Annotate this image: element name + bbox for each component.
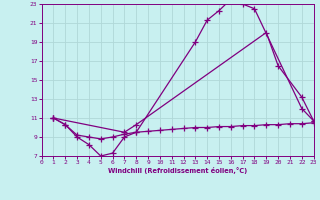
X-axis label: Windchill (Refroidissement éolien,°C): Windchill (Refroidissement éolien,°C) xyxy=(108,167,247,174)
